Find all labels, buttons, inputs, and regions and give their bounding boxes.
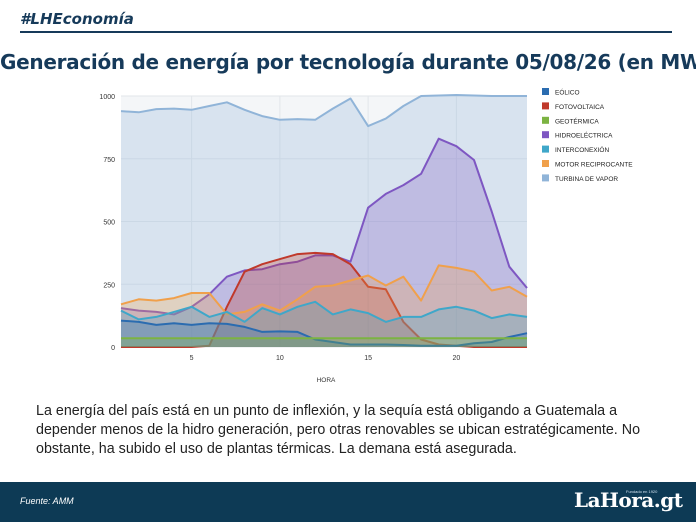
y-tick-label: 1000 xyxy=(99,94,115,101)
series-area xyxy=(121,338,527,347)
chart: 0 250 500 750 1000 5 10 15 20 HORA EÓLICO FOTOVOLTA… xyxy=(99,88,633,385)
series-area xyxy=(121,320,527,347)
legend-swatch xyxy=(542,116,549,124)
legend-swatch xyxy=(542,88,549,95)
x-tick-label: 20 xyxy=(452,355,460,362)
series-area xyxy=(121,265,527,347)
legend-label: GEOTÉRMICA xyxy=(555,116,599,125)
series-area xyxy=(121,301,527,347)
legend-label: MOTOR RECIPROCANTE xyxy=(555,162,633,169)
y-tick-label: 750 xyxy=(103,157,115,164)
lahora-logo[interactable]: LaHora.gt Fundado en 1920 xyxy=(574,488,684,518)
y-tick-label: 0 xyxy=(111,345,115,352)
legend-label: INTERCONEXIÓN xyxy=(555,145,609,154)
chart-title: Generación de energía por tecnología dur… xyxy=(0,50,696,74)
caption-text: La energía del país está en un punto de … xyxy=(36,403,641,457)
y-tick-label: 500 xyxy=(103,220,115,227)
logo-tagline: Fundado en 1920 xyxy=(626,489,658,494)
series-area xyxy=(121,95,527,347)
footer-bar: Fuente: AMM LaHora.gt Fundado en 1920 xyxy=(0,482,696,522)
series-line xyxy=(120,319,528,347)
x-tick-label: 15 xyxy=(364,355,372,362)
series-line xyxy=(120,264,528,316)
legend-swatch xyxy=(542,131,549,139)
legend-label: TURBINA DE VAPOR xyxy=(555,176,618,183)
top-divider xyxy=(20,31,672,33)
x-tick-label: 10 xyxy=(276,355,284,362)
series-line xyxy=(120,94,527,128)
series-area xyxy=(121,138,527,347)
y-tick-label: 250 xyxy=(103,282,115,289)
legend-label: EÓLICO xyxy=(555,88,580,97)
series-line xyxy=(120,300,528,323)
legend-swatch xyxy=(542,174,549,182)
x-tick-label: 5 xyxy=(190,355,194,362)
legend-label: HIDROELÉCTRICA xyxy=(555,131,613,140)
x-axis-label: HORA xyxy=(317,377,336,384)
legend-label: FOTOVOLTAICA xyxy=(555,104,605,111)
hashtag: #LHEconomía xyxy=(20,10,134,28)
logo-text: LaHora.gt xyxy=(574,488,683,512)
source-text: Fuente: AMM xyxy=(20,496,74,506)
legend-swatch xyxy=(542,102,549,110)
legend-swatch xyxy=(542,145,549,153)
legend-swatch xyxy=(542,160,549,167)
